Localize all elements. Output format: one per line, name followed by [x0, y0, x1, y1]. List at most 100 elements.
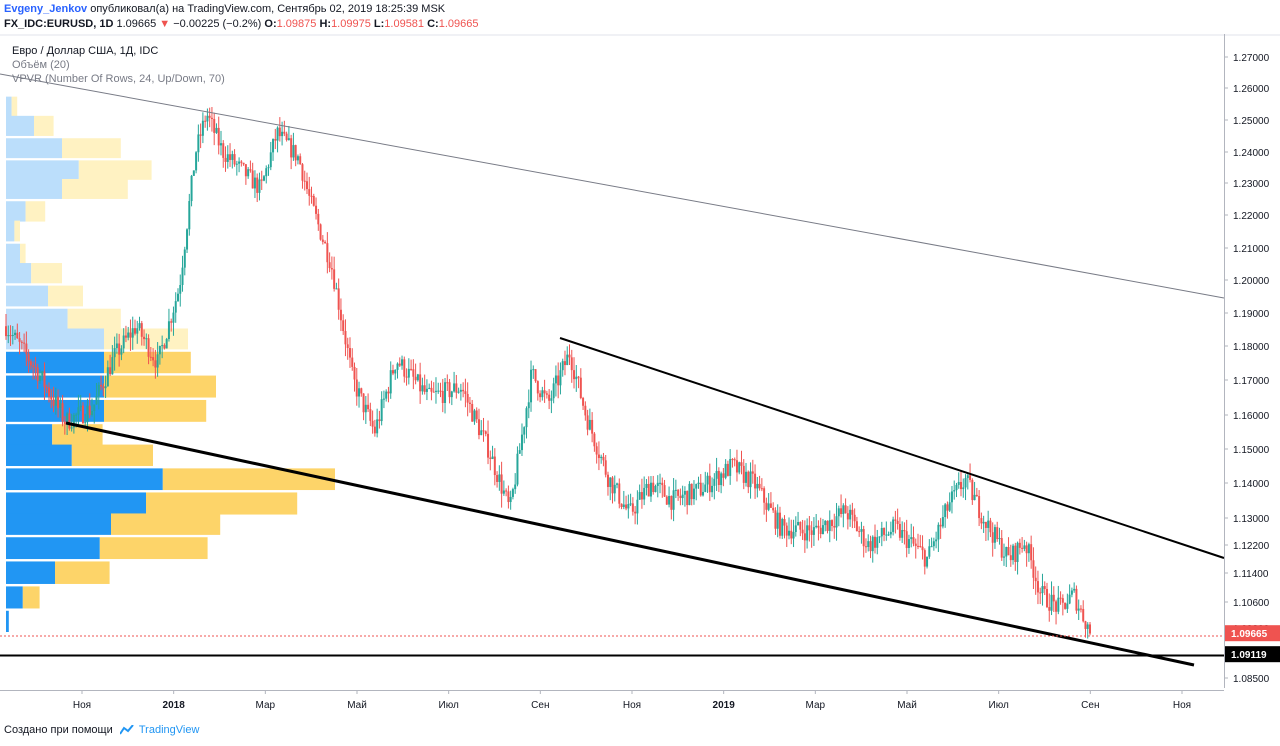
- candle-body: [883, 527, 886, 535]
- candle: [450, 390, 453, 406]
- candle-body: [256, 177, 259, 193]
- candle-body: [821, 525, 824, 534]
- price-label-box: [1225, 646, 1280, 663]
- candle: [769, 492, 772, 508]
- candle-body: [1061, 598, 1064, 603]
- candle: [520, 423, 523, 457]
- candle-body: [215, 127, 218, 133]
- price-tick-label: 1.08500: [1233, 674, 1270, 685]
- volume-profile-up-bar: [6, 138, 62, 159]
- candle: [414, 363, 417, 385]
- price-axis[interactable]: 1.27000 1.26000 1.25000 1.24000 1.23000 1.220…: [1224, 34, 1280, 688]
- candle: [749, 462, 752, 499]
- time-axis[interactable]: Ноя 2018 Мар Май Июл Сен Ноя 2019 Мар Май Июл Сен Но…: [0, 690, 1224, 711]
- candle: [672, 478, 675, 522]
- candle: [781, 517, 784, 539]
- candle: [869, 535, 872, 559]
- candle: [186, 228, 189, 253]
- candle: [593, 432, 596, 452]
- candle: [163, 343, 166, 350]
- falling-wedge-lower-line[interactable]: [65, 421, 1195, 667]
- candle: [133, 319, 136, 336]
- legend-vpvr[interactable]: VPVR (Number Of Rows, 24, Up/Down, 70): [12, 73, 225, 85]
- candle: [36, 363, 39, 389]
- candle: [369, 402, 372, 427]
- candle-body: [301, 164, 304, 181]
- candle: [740, 450, 743, 475]
- volume-profile-down-bar: [22, 586, 40, 609]
- candle: [235, 160, 238, 176]
- candle: [1000, 530, 1003, 561]
- legend-volume[interactable]: Объём (20): [12, 59, 70, 71]
- candle: [631, 497, 634, 516]
- candle-body: [219, 143, 222, 146]
- candle-body: [677, 489, 680, 496]
- candle-body: [389, 370, 392, 394]
- author-link[interactable]: Evgeny_Jenkov: [4, 3, 88, 15]
- candle-body: [921, 546, 924, 551]
- candle: [724, 459, 727, 480]
- volume-profile-up-bar: [6, 96, 12, 117]
- candle-body: [613, 484, 616, 494]
- candle-body: [346, 344, 349, 349]
- candle-body: [672, 490, 675, 510]
- low-label: L:: [373, 18, 385, 30]
- candles: [5, 107, 1091, 639]
- volume-profile: [6, 96, 335, 632]
- candle: [20, 340, 23, 350]
- candle: [683, 486, 686, 507]
- candle-body: [1055, 601, 1058, 612]
- candle: [405, 368, 408, 386]
- candle-body: [1021, 547, 1024, 549]
- candle-body: [480, 430, 483, 436]
- legend-title[interactable]: Евро / Доллар США, 1Д, IDC: [12, 45, 159, 57]
- falling-wedge-upper-line[interactable]: [559, 337, 1225, 559]
- candle: [1003, 543, 1006, 566]
- candle: [27, 349, 30, 373]
- candle-body: [1014, 545, 1017, 563]
- candle-body: [244, 164, 247, 177]
- candle-body: [396, 363, 399, 370]
- candle: [692, 480, 695, 505]
- candle-body: [115, 343, 118, 349]
- candle: [190, 174, 193, 207]
- price-tick-label: 1.13000: [1233, 514, 1270, 525]
- candle: [296, 154, 299, 165]
- volume-profile-down-bar: [104, 399, 207, 422]
- candle-body: [907, 539, 910, 549]
- candle-body: [453, 383, 456, 392]
- candle-body: [240, 161, 243, 163]
- candle: [627, 494, 630, 519]
- candle-body: [190, 175, 193, 202]
- candle-body: [72, 414, 75, 428]
- candle: [54, 387, 57, 415]
- candle: [758, 475, 761, 491]
- candle-body: [1018, 542, 1021, 548]
- candle: [172, 306, 175, 336]
- candle-body: [50, 396, 53, 400]
- price-chart[interactable]: 1.27000 1.26000 1.25000 1.24000 1.23000 1.220…: [0, 34, 1280, 716]
- candle: [16, 323, 19, 339]
- time-tick-label: Май: [897, 700, 917, 711]
- candle-body: [914, 543, 917, 546]
- candle: [197, 124, 200, 162]
- close-label: C:: [427, 18, 439, 30]
- candle-body: [588, 419, 591, 430]
- candle: [247, 167, 250, 179]
- candle-body: [471, 403, 474, 422]
- candle: [955, 482, 958, 498]
- candle: [776, 504, 779, 538]
- candle-body: [747, 471, 750, 488]
- candle: [663, 479, 666, 498]
- candle-body: [885, 534, 888, 536]
- candle-body: [262, 176, 265, 181]
- candle-body: [16, 332, 19, 339]
- footer-brand[interactable]: TradingView: [138, 724, 200, 736]
- upper-trendline[interactable]: [0, 73, 1225, 299]
- candle-body: [272, 139, 275, 153]
- candle-body: [1036, 581, 1039, 593]
- candle: [824, 520, 827, 532]
- candle-body: [315, 205, 318, 214]
- candle-body: [688, 483, 691, 506]
- candle-body: [697, 482, 700, 485]
